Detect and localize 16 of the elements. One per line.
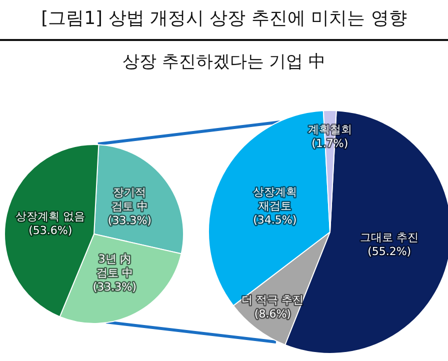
data-label: (53.6%) (28, 224, 72, 237)
slice-label: 그대로 추진 (360, 230, 419, 244)
data-label: (33.3%) (108, 214, 152, 227)
data-label: (33.3%) (92, 280, 136, 294)
slice-label: 상장계획 재검토 (252, 185, 297, 212)
text: 상장 추진하겠다는 기업 中 (121, 51, 327, 73)
data-label: (34.5%) (253, 213, 297, 226)
data-label: (55.2%) (368, 244, 412, 258)
text: [그림1] 상법 개정시 상장 추진에 미치는 영향 (40, 7, 408, 30)
slice-label: 장기적 검토 中 (111, 186, 148, 213)
data-label: (1.7%) (312, 137, 348, 150)
slice-label: 상장계획 없음 (16, 210, 86, 223)
slice-label: 3년 内 검토 中 (96, 252, 133, 280)
data-label: (8.6%) (254, 307, 291, 320)
slice-label: 계획철회 (308, 123, 352, 136)
slice-label: 더 적극 추진 (242, 293, 304, 306)
